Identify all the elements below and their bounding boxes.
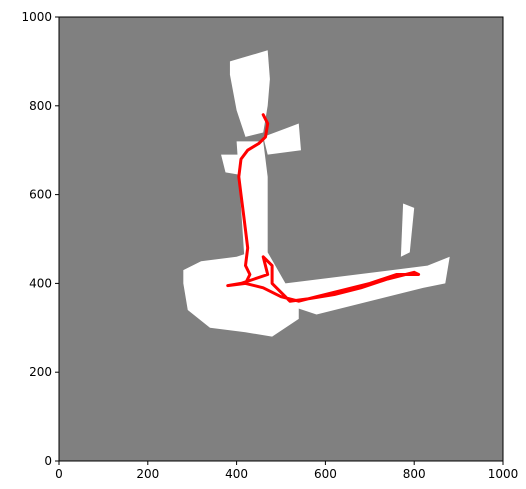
chart: 0 200 400 600 800 1000 0 200 400 600 800 1000 bbox=[0, 0, 526, 489]
y-tick-label: 600 bbox=[29, 188, 52, 202]
y-tick-label: 400 bbox=[29, 276, 52, 290]
y-tick-label: 1000 bbox=[21, 10, 52, 24]
y-tick-label: 200 bbox=[29, 365, 52, 379]
x-tick-label: 800 bbox=[403, 467, 426, 481]
map-background bbox=[59, 17, 503, 461]
x-tick-label: 400 bbox=[225, 467, 248, 481]
y-tick-label: 800 bbox=[29, 99, 52, 113]
y-tick-label: 0 bbox=[44, 454, 52, 468]
x-tick-label: 0 bbox=[55, 467, 63, 481]
x-tick-label: 1000 bbox=[488, 467, 519, 481]
x-tick-label: 600 bbox=[314, 467, 337, 481]
x-tick-label: 200 bbox=[136, 467, 159, 481]
